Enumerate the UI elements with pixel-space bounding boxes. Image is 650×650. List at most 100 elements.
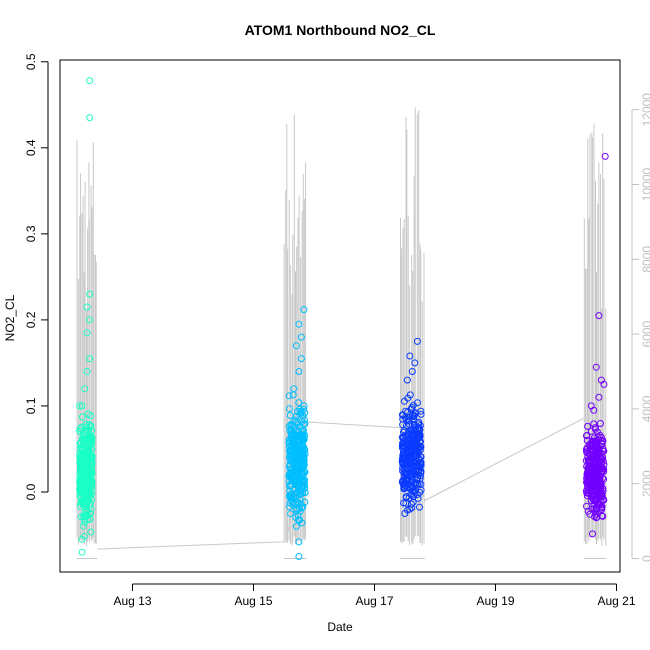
data-point (80, 487, 88, 495)
data-point (300, 477, 308, 485)
data-point (596, 431, 604, 439)
data-point (77, 456, 85, 464)
data-point-outlier (86, 114, 94, 122)
data-point (285, 392, 293, 400)
data-point (598, 434, 605, 441)
data-point (81, 518, 89, 526)
data-point-outlier (290, 385, 298, 393)
data-point (287, 493, 294, 500)
data-point-outlier (401, 510, 409, 517)
data-point (287, 457, 295, 465)
data-point (299, 412, 307, 420)
data-point (405, 428, 413, 435)
data-point (587, 493, 595, 501)
data-point (399, 450, 407, 458)
data-point (287, 473, 295, 481)
data-point (583, 502, 590, 510)
series-2 (285, 306, 309, 560)
data-point (410, 434, 418, 442)
y2-tick-label: 4000 (640, 395, 650, 422)
data-point (295, 399, 303, 407)
data-point (88, 427, 96, 435)
y2-tick-label: 2000 (640, 470, 650, 497)
data-point (416, 503, 423, 511)
data-point (587, 445, 595, 453)
data-point (289, 434, 297, 442)
data-point (285, 438, 293, 446)
data-point (294, 407, 301, 415)
data-point-outlier (590, 406, 598, 414)
data-point (289, 499, 297, 507)
data-point (412, 452, 420, 460)
data-point (292, 481, 300, 489)
data-point-outlier (592, 363, 600, 371)
data-point (402, 499, 410, 507)
data-point (83, 482, 91, 490)
data-point (80, 429, 88, 437)
data-point (588, 467, 596, 475)
y-tick-label: 0.4 (24, 139, 38, 156)
data-point (399, 458, 407, 466)
data-point (86, 499, 94, 507)
data-point (405, 494, 413, 502)
data-point (80, 522, 87, 530)
data-point (417, 459, 425, 467)
data-point (411, 410, 419, 418)
data-point (286, 412, 294, 419)
y-tick-label: 0.1 (24, 397, 38, 414)
data-point-outlier (83, 303, 91, 311)
data-point (77, 463, 85, 471)
data-point (286, 427, 294, 435)
data-point (598, 440, 606, 448)
data-point (400, 428, 408, 436)
data-point (287, 510, 295, 518)
data-point (296, 507, 304, 515)
data-point-outlier (76, 402, 84, 410)
data-point (87, 467, 95, 475)
data-point (592, 438, 600, 445)
data-point-outlier (86, 316, 94, 324)
data-point (301, 416, 308, 424)
data-point (582, 487, 590, 495)
data-point (300, 426, 307, 434)
data-point (84, 512, 92, 520)
data-point (417, 469, 425, 476)
data-point (299, 433, 306, 441)
data-point (296, 455, 304, 463)
data-point-outlier (595, 393, 603, 401)
data-point (400, 499, 408, 507)
x-tick-label: Aug 15 (234, 594, 272, 608)
axes-layer: 0.0 0.1 0.2 0.3 0.4 0.5 0 2000 4000 6000 8000 10000… (24, 53, 650, 608)
data-point-outlier (595, 312, 603, 320)
y2-tick-label: 0 (640, 555, 650, 562)
data-point (400, 397, 408, 405)
data-point (584, 422, 592, 430)
data-point-outlier (592, 514, 600, 522)
data-point-outlier (292, 342, 300, 350)
series-4 (582, 152, 609, 538)
data-point (301, 498, 309, 506)
data-point (590, 476, 598, 484)
data-point (399, 451, 407, 459)
y-tick-label: 0.0 (24, 483, 38, 500)
x-axis-label: Date (327, 620, 353, 634)
data-point (76, 443, 84, 451)
data-point (596, 420, 604, 427)
data-point (77, 482, 84, 490)
data-point (286, 450, 294, 458)
data-point-outlier (601, 152, 609, 160)
data-point-outlier (411, 359, 419, 367)
data-point (85, 459, 93, 467)
data-point (87, 528, 95, 536)
data-point (408, 403, 416, 411)
data-point-outlier (295, 553, 303, 560)
data-point-outlier (300, 306, 308, 314)
data-point (403, 476, 411, 483)
data-point (297, 409, 305, 416)
data-point (585, 487, 592, 495)
chart-title: ATOM1 Northbound NO2_CL (245, 22, 436, 38)
data-point (416, 463, 424, 471)
data-point (408, 504, 416, 512)
data-point (410, 444, 418, 452)
